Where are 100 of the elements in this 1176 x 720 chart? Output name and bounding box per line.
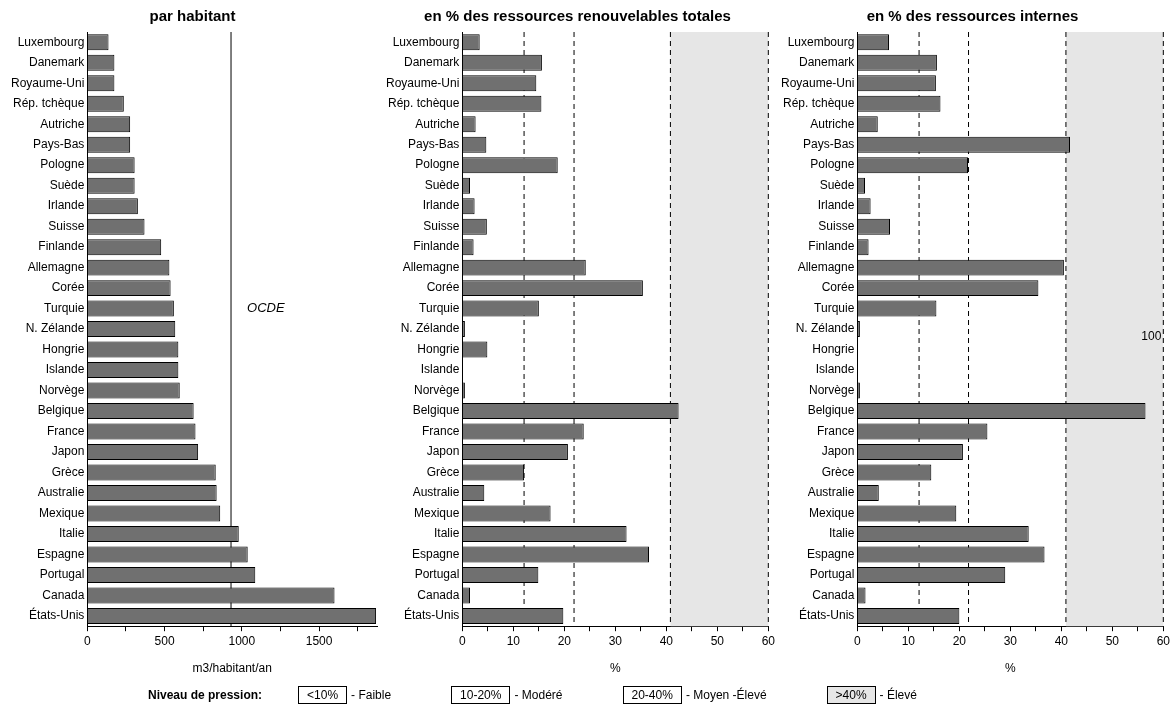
y-tick-label: Espagne	[806, 546, 855, 561]
text: - Modéré	[514, 688, 563, 702]
y-tick-label: Italie	[434, 526, 460, 541]
y-tick-label: Grèce	[426, 464, 460, 479]
y-tick-label: Grèce	[821, 464, 855, 479]
y-tick-label: Japon	[821, 444, 855, 459]
y-tick-label: Finlande	[413, 239, 460, 254]
x-tick-label: 20	[557, 633, 572, 648]
x-tick-label: 0	[854, 633, 862, 648]
y-tick-label: Autriche	[810, 116, 855, 131]
y-tick-label: Portugal	[809, 567, 855, 582]
x-tick-label: 20	[952, 633, 967, 648]
y-tick-label: Turquie	[814, 300, 855, 315]
y-tick-label: Japon	[426, 444, 460, 459]
y-tick-label: Corée	[821, 280, 855, 295]
y-tick-label: Mexique	[809, 505, 855, 520]
text: >40%	[826, 686, 876, 704]
y-tick-label: États-Unis	[29, 607, 85, 623]
y-tick-label: Irlande	[47, 198, 85, 213]
y-tick-label: N. Zélande	[25, 321, 85, 336]
y-tick-label: Norvège	[414, 382, 460, 397]
y-tick-label: Pays-Bas	[408, 137, 460, 152]
x-tick-label: 500	[154, 633, 175, 648]
text: - Moyen -Élevé	[685, 688, 767, 702]
y-tick-label: Canada	[812, 587, 855, 602]
y-tick-label: Portugal	[414, 567, 460, 582]
y-tick-label: Autriche	[415, 116, 460, 131]
x-tick-label: 60	[761, 633, 776, 648]
y-tick-label: France	[422, 423, 460, 438]
y-tick-label: Rép. tchèque	[12, 96, 85, 111]
x-tick-label: 1500	[305, 633, 333, 648]
y-tick-label: N. Zélande	[400, 321, 460, 336]
y-tick-label: Norvège	[39, 382, 85, 397]
y-tick-label: Belgique	[807, 403, 855, 418]
y-tick-label: Suède	[424, 177, 460, 192]
x-axis-title: %	[610, 661, 622, 676]
y-tick-label: Royaume-Uni	[11, 75, 85, 90]
y-tick-label: Suisse	[48, 218, 85, 233]
y-tick-label: Rép. tchèque	[387, 96, 460, 111]
y-tick-label: Finlande	[38, 239, 85, 254]
y-tick-label: Pologne	[415, 157, 460, 172]
y-tick-label: Canada	[417, 587, 460, 602]
x-axis-title: %	[1005, 661, 1017, 676]
y-tick-label: Danemark	[404, 55, 461, 70]
y-tick-label: Hongrie	[42, 341, 85, 356]
y-tick-label: Suisse	[423, 218, 460, 233]
y-tick-label: Hongrie	[417, 341, 460, 356]
text: - Faible	[351, 688, 392, 702]
y-tick-label: Royaume-Uni	[781, 75, 855, 90]
text: - Élevé	[879, 688, 917, 702]
y-tick-label: Turquie	[44, 300, 85, 315]
y-tick-label: Danemark	[799, 55, 856, 70]
x-tick-label: 40	[659, 633, 674, 648]
y-tick-label: Espagne	[411, 546, 460, 561]
text: Niveau de pression:	[148, 688, 263, 702]
x-tick-label: 10	[901, 633, 916, 648]
text: 10-20%	[451, 686, 511, 704]
y-tick-label: Islande	[815, 362, 855, 377]
y-tick-label: Mexique	[414, 505, 460, 520]
y-tick-label: Canada	[42, 587, 85, 602]
chart-title: en % des ressources internes	[866, 7, 1079, 25]
y-tick-label: Mexique	[39, 505, 85, 520]
y-tick-label: Pologne	[40, 157, 85, 172]
x-axis-title: m3/habitant/an	[192, 661, 272, 676]
y-tick-label: Rép. tchèque	[782, 96, 855, 111]
y-tick-label: Corée	[51, 280, 85, 295]
y-tick-label: Allemagne	[797, 259, 855, 274]
y-tick-label: Danemark	[29, 55, 86, 70]
y-tick-label: Allemagne	[402, 259, 460, 274]
x-tick-label: 0	[84, 633, 92, 648]
y-tick-label: Suède	[819, 177, 855, 192]
annotation: 100	[1141, 328, 1162, 343]
x-tick-label: 40	[1054, 633, 1069, 648]
y-tick-label: Norvège	[809, 382, 855, 397]
y-tick-label: Suède	[49, 177, 85, 192]
y-tick-label: Luxembourg	[787, 34, 855, 49]
y-tick-label: Grèce	[51, 464, 85, 479]
x-tick-label: 30	[1003, 633, 1018, 648]
x-tick-label: 30	[608, 633, 623, 648]
y-tick-label: États-Unis	[799, 607, 855, 623]
chart-title: par habitant	[149, 7, 236, 25]
y-tick-label: Luxembourg	[17, 34, 85, 49]
y-tick-label: Allemagne	[27, 259, 85, 274]
y-tick-label: Italie	[829, 526, 855, 541]
y-tick-label: Royaume-Uni	[386, 75, 460, 90]
y-tick-label: Corée	[426, 280, 460, 295]
y-tick-label: Pays-Bas	[803, 137, 855, 152]
y-tick-label: Irlande	[817, 198, 855, 213]
y-tick-label: Espagne	[36, 546, 85, 561]
x-tick-label: 0	[459, 633, 467, 648]
y-tick-label: Irlande	[422, 198, 460, 213]
y-tick-label: États-Unis	[404, 607, 460, 623]
ref-line-label: OCDE	[247, 299, 285, 315]
x-tick-label: 50	[710, 633, 725, 648]
y-tick-label: Islande	[420, 362, 460, 377]
y-tick-label: Pologne	[810, 157, 855, 172]
y-tick-label: Pays-Bas	[33, 137, 85, 152]
y-tick-label: Suisse	[818, 218, 855, 233]
x-tick-label: 1000	[228, 633, 256, 648]
text: 20-40%	[622, 686, 682, 704]
